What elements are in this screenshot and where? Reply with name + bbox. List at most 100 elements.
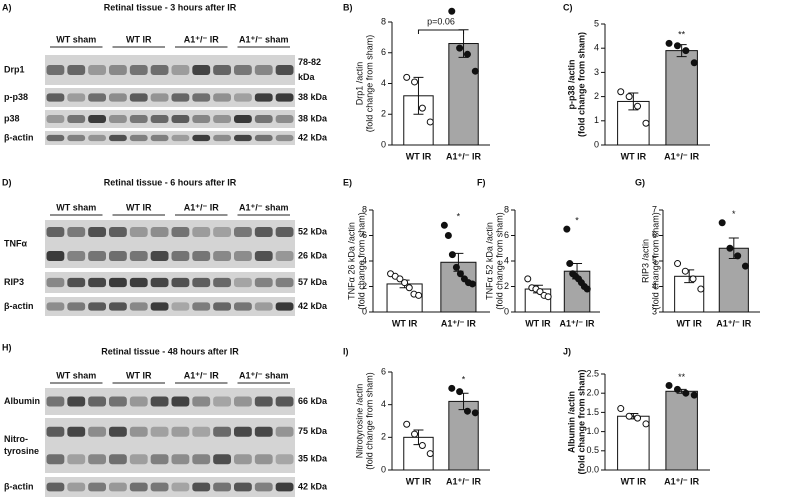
blot-band	[129, 454, 148, 465]
data-point	[682, 389, 690, 397]
y-axis-label: (fold change from sham)	[356, 212, 366, 310]
y-tick-label: 1	[594, 115, 599, 125]
data-point	[524, 275, 532, 283]
data-point	[456, 44, 464, 52]
data-point	[411, 78, 419, 86]
blot-band	[213, 482, 231, 492]
panel-label: B)	[343, 2, 353, 12]
blot-band	[171, 482, 190, 492]
blot-band	[213, 302, 231, 311]
x-tick-label: WT IR	[676, 318, 702, 328]
y-axis-label: p-p38 /actin	[566, 59, 576, 109]
panel-label: G)	[635, 177, 645, 187]
annotation: **	[678, 30, 686, 40]
blot-band	[192, 277, 211, 288]
blot-image	[45, 388, 295, 415]
group-label: A1⁺/⁻ IR	[184, 202, 220, 212]
y-tick-label: 4	[381, 78, 386, 88]
error-bar	[628, 92, 639, 111]
y-tick-label: 8	[381, 16, 386, 26]
kda-label: 52 kDa	[298, 226, 328, 236]
blot-image	[45, 477, 295, 497]
blot-band	[46, 251, 65, 261]
blot-band	[88, 227, 106, 237]
blot-band	[150, 277, 169, 288]
kda-label: 38 kDa	[298, 92, 328, 102]
blot-band	[171, 302, 190, 311]
blot-band	[67, 396, 86, 407]
y-tick-label: 2	[362, 281, 367, 291]
kda-label: 26 kDa	[298, 250, 328, 260]
data-point	[440, 221, 448, 229]
blot-band	[275, 251, 294, 261]
blot-band	[46, 454, 65, 465]
data-point	[617, 405, 625, 413]
data-point	[583, 285, 591, 293]
y-tick-label: 2.0	[586, 388, 599, 398]
blot-band	[234, 134, 252, 142]
blot-band	[275, 302, 294, 311]
data-point	[468, 280, 476, 288]
blot-band	[192, 251, 211, 261]
blot-band	[150, 93, 169, 102]
blot-band	[109, 115, 127, 123]
blot-band	[254, 134, 273, 142]
group-label: A1⁺/⁻ sham	[239, 202, 289, 212]
y-axis-label: (fold change from sham)	[364, 372, 374, 470]
group-label: A1⁺/⁻ IR	[184, 34, 220, 44]
kda-label: 38 kDa	[298, 113, 328, 123]
x-tick-label: A1⁺/⁻ IR	[664, 476, 700, 486]
x-tick-label: A1⁺/⁻ IR	[664, 151, 700, 161]
panel-label: D)	[2, 177, 12, 187]
blot-band	[192, 115, 211, 123]
blot-band	[129, 251, 148, 261]
blot-band	[150, 227, 169, 237]
blot-band	[275, 454, 294, 465]
blot-band	[192, 134, 211, 142]
panel-label: J)	[563, 346, 571, 356]
blot-band	[46, 134, 65, 142]
kda-label: 35 kDa	[298, 454, 328, 464]
data-point	[448, 384, 456, 392]
data-point	[566, 260, 574, 268]
blot-image	[45, 110, 295, 128]
blot-band	[88, 251, 106, 261]
data-point	[642, 420, 650, 428]
y-tick-label: 4	[362, 255, 367, 265]
blot-image	[45, 88, 295, 107]
panel-label: F)	[477, 177, 486, 187]
data-point	[697, 285, 705, 293]
group-label: WT sham	[56, 202, 96, 212]
data-point	[625, 93, 633, 101]
blot-band	[213, 251, 231, 261]
panel-label: A)	[2, 2, 12, 12]
blot-band	[46, 426, 65, 437]
y-tick-label: 6	[504, 230, 509, 240]
y-tick-label: 0.5	[586, 445, 599, 455]
blot-band	[109, 277, 127, 288]
blot-title: Retinal tissue - 48 hours after IR	[101, 346, 239, 356]
data-point	[634, 102, 642, 110]
y-axis-label: (fold change from sham)	[650, 212, 660, 310]
data-point	[415, 291, 423, 299]
row-label: β-actin	[4, 132, 34, 142]
blot-image	[45, 55, 295, 85]
blot-band	[67, 482, 86, 492]
y-axis-label: (fold change from sham)	[364, 35, 374, 133]
data-point	[634, 414, 642, 422]
row-label: RIP3	[4, 277, 24, 287]
row-label: β-actin	[4, 301, 34, 311]
blot-band	[234, 396, 252, 407]
data-point	[718, 219, 726, 227]
data-point	[563, 225, 571, 233]
blot-band	[88, 115, 106, 123]
annotation: **	[678, 372, 686, 382]
blot-band	[109, 227, 127, 237]
blot-band	[88, 93, 106, 102]
blot-band	[46, 482, 65, 492]
blot-band	[46, 277, 65, 288]
blot-band	[67, 134, 86, 142]
y-tick-label: 2.5	[586, 368, 599, 378]
y-tick-label: 8	[362, 204, 367, 214]
kda-label: 78-82	[298, 57, 321, 67]
